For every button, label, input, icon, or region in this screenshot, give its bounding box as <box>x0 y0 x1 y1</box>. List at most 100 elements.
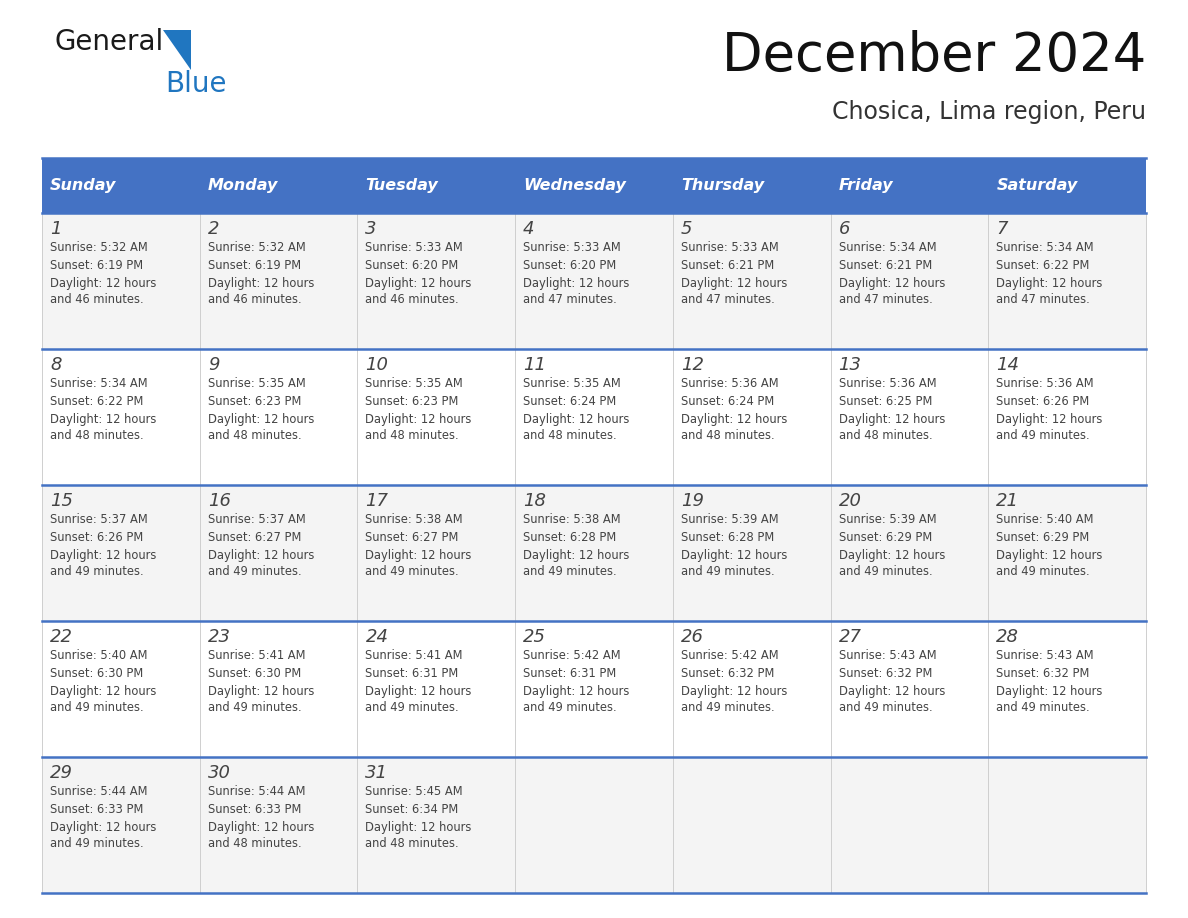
Text: General: General <box>55 28 164 56</box>
Text: Friday: Friday <box>839 178 893 193</box>
Text: Sunrise: 5:38 AM: Sunrise: 5:38 AM <box>523 513 621 526</box>
Text: Sunset: 6:30 PM: Sunset: 6:30 PM <box>208 667 301 680</box>
Text: and 46 minutes.: and 46 minutes. <box>366 293 459 306</box>
Text: Sunset: 6:32 PM: Sunset: 6:32 PM <box>681 667 775 680</box>
Text: Sunset: 6:27 PM: Sunset: 6:27 PM <box>366 531 459 544</box>
Text: Daylight: 12 hours: Daylight: 12 hours <box>681 685 788 698</box>
Text: Sunset: 6:20 PM: Sunset: 6:20 PM <box>523 259 617 272</box>
Text: Sunset: 6:31 PM: Sunset: 6:31 PM <box>366 667 459 680</box>
Text: Daylight: 12 hours: Daylight: 12 hours <box>997 549 1102 562</box>
Text: Sunset: 6:28 PM: Sunset: 6:28 PM <box>681 531 775 544</box>
Text: Daylight: 12 hours: Daylight: 12 hours <box>839 549 944 562</box>
Text: Sunset: 6:21 PM: Sunset: 6:21 PM <box>839 259 931 272</box>
Text: Sunrise: 5:33 AM: Sunrise: 5:33 AM <box>366 241 463 254</box>
Text: Sunrise: 5:33 AM: Sunrise: 5:33 AM <box>523 241 621 254</box>
Text: Sunset: 6:19 PM: Sunset: 6:19 PM <box>208 259 301 272</box>
Text: 1: 1 <box>50 220 62 238</box>
Text: Sunrise: 5:36 AM: Sunrise: 5:36 AM <box>839 377 936 390</box>
Text: 3: 3 <box>366 220 377 238</box>
Text: Sunrise: 5:41 AM: Sunrise: 5:41 AM <box>208 649 305 662</box>
Text: and 47 minutes.: and 47 minutes. <box>523 293 617 306</box>
Text: and 47 minutes.: and 47 minutes. <box>839 293 933 306</box>
Text: Sunset: 6:21 PM: Sunset: 6:21 PM <box>681 259 775 272</box>
Text: Thursday: Thursday <box>681 178 764 193</box>
Text: and 46 minutes.: and 46 minutes. <box>50 293 144 306</box>
Text: and 46 minutes.: and 46 minutes. <box>208 293 302 306</box>
Text: 19: 19 <box>681 492 703 510</box>
Text: 27: 27 <box>839 628 861 646</box>
Text: Sunrise: 5:40 AM: Sunrise: 5:40 AM <box>50 649 147 662</box>
Text: Tuesday: Tuesday <box>366 178 438 193</box>
Text: and 48 minutes.: and 48 minutes. <box>208 429 302 442</box>
Text: Sunrise: 5:41 AM: Sunrise: 5:41 AM <box>366 649 463 662</box>
Text: and 48 minutes.: and 48 minutes. <box>681 429 775 442</box>
Text: and 48 minutes.: and 48 minutes. <box>208 837 302 850</box>
Text: and 49 minutes.: and 49 minutes. <box>366 701 459 714</box>
Text: Daylight: 12 hours: Daylight: 12 hours <box>366 277 472 290</box>
Text: Sunrise: 5:42 AM: Sunrise: 5:42 AM <box>681 649 778 662</box>
Text: and 48 minutes.: and 48 minutes. <box>523 429 617 442</box>
Text: Wednesday: Wednesday <box>523 178 626 193</box>
Text: and 49 minutes.: and 49 minutes. <box>50 837 144 850</box>
Text: and 49 minutes.: and 49 minutes. <box>366 565 459 578</box>
Text: Daylight: 12 hours: Daylight: 12 hours <box>50 413 157 426</box>
Text: Sunset: 6:26 PM: Sunset: 6:26 PM <box>50 531 144 544</box>
Text: Sunset: 6:23 PM: Sunset: 6:23 PM <box>366 395 459 408</box>
Text: 9: 9 <box>208 356 220 374</box>
Text: 6: 6 <box>839 220 851 238</box>
Text: Daylight: 12 hours: Daylight: 12 hours <box>997 685 1102 698</box>
Text: 7: 7 <box>997 220 1007 238</box>
Text: and 47 minutes.: and 47 minutes. <box>997 293 1091 306</box>
Bar <box>42 158 1146 213</box>
Text: and 49 minutes.: and 49 minutes. <box>208 701 302 714</box>
Text: Sunset: 6:29 PM: Sunset: 6:29 PM <box>839 531 931 544</box>
Text: Sunset: 6:30 PM: Sunset: 6:30 PM <box>50 667 144 680</box>
Text: Sunrise: 5:37 AM: Sunrise: 5:37 AM <box>208 513 305 526</box>
Text: 23: 23 <box>208 628 230 646</box>
Text: 14: 14 <box>997 356 1019 374</box>
Text: and 48 minutes.: and 48 minutes. <box>50 429 144 442</box>
Text: Daylight: 12 hours: Daylight: 12 hours <box>208 685 314 698</box>
Bar <box>42 757 1146 893</box>
Text: Sunrise: 5:34 AM: Sunrise: 5:34 AM <box>839 241 936 254</box>
Text: Sunrise: 5:44 AM: Sunrise: 5:44 AM <box>208 785 305 798</box>
Text: Sunset: 6:22 PM: Sunset: 6:22 PM <box>997 259 1089 272</box>
Text: Sunset: 6:19 PM: Sunset: 6:19 PM <box>50 259 143 272</box>
Text: 13: 13 <box>839 356 861 374</box>
Text: and 49 minutes.: and 49 minutes. <box>997 429 1089 442</box>
Text: 24: 24 <box>366 628 388 646</box>
Text: Daylight: 12 hours: Daylight: 12 hours <box>523 685 630 698</box>
Text: 10: 10 <box>366 356 388 374</box>
Bar <box>42 213 1146 349</box>
Text: Daylight: 12 hours: Daylight: 12 hours <box>208 413 314 426</box>
Text: 30: 30 <box>208 764 230 782</box>
Text: Daylight: 12 hours: Daylight: 12 hours <box>839 413 944 426</box>
Text: Sunrise: 5:32 AM: Sunrise: 5:32 AM <box>50 241 147 254</box>
Text: Sunrise: 5:35 AM: Sunrise: 5:35 AM <box>208 377 305 390</box>
Text: Sunset: 6:22 PM: Sunset: 6:22 PM <box>50 395 144 408</box>
Text: Sunrise: 5:42 AM: Sunrise: 5:42 AM <box>523 649 621 662</box>
Text: Sunrise: 5:34 AM: Sunrise: 5:34 AM <box>50 377 147 390</box>
Text: Sunset: 6:24 PM: Sunset: 6:24 PM <box>681 395 775 408</box>
Text: Daylight: 12 hours: Daylight: 12 hours <box>681 549 788 562</box>
Text: Sunrise: 5:35 AM: Sunrise: 5:35 AM <box>523 377 621 390</box>
Text: and 49 minutes.: and 49 minutes. <box>523 565 617 578</box>
Text: Sunrise: 5:39 AM: Sunrise: 5:39 AM <box>839 513 936 526</box>
Text: 11: 11 <box>523 356 546 374</box>
Text: Daylight: 12 hours: Daylight: 12 hours <box>523 549 630 562</box>
Text: Sunrise: 5:36 AM: Sunrise: 5:36 AM <box>681 377 778 390</box>
Bar <box>42 485 1146 621</box>
Text: Daylight: 12 hours: Daylight: 12 hours <box>681 413 788 426</box>
Text: Sunset: 6:32 PM: Sunset: 6:32 PM <box>997 667 1089 680</box>
Text: Daylight: 12 hours: Daylight: 12 hours <box>208 821 314 834</box>
Text: Sunset: 6:31 PM: Sunset: 6:31 PM <box>523 667 617 680</box>
Text: Daylight: 12 hours: Daylight: 12 hours <box>839 277 944 290</box>
Text: 22: 22 <box>50 628 72 646</box>
Text: Daylight: 12 hours: Daylight: 12 hours <box>50 549 157 562</box>
Text: Daylight: 12 hours: Daylight: 12 hours <box>366 821 472 834</box>
Text: Daylight: 12 hours: Daylight: 12 hours <box>366 549 472 562</box>
Text: Sunset: 6:24 PM: Sunset: 6:24 PM <box>523 395 617 408</box>
Text: Sunrise: 5:38 AM: Sunrise: 5:38 AM <box>366 513 463 526</box>
Bar <box>42 349 1146 485</box>
Text: Sunrise: 5:45 AM: Sunrise: 5:45 AM <box>366 785 463 798</box>
